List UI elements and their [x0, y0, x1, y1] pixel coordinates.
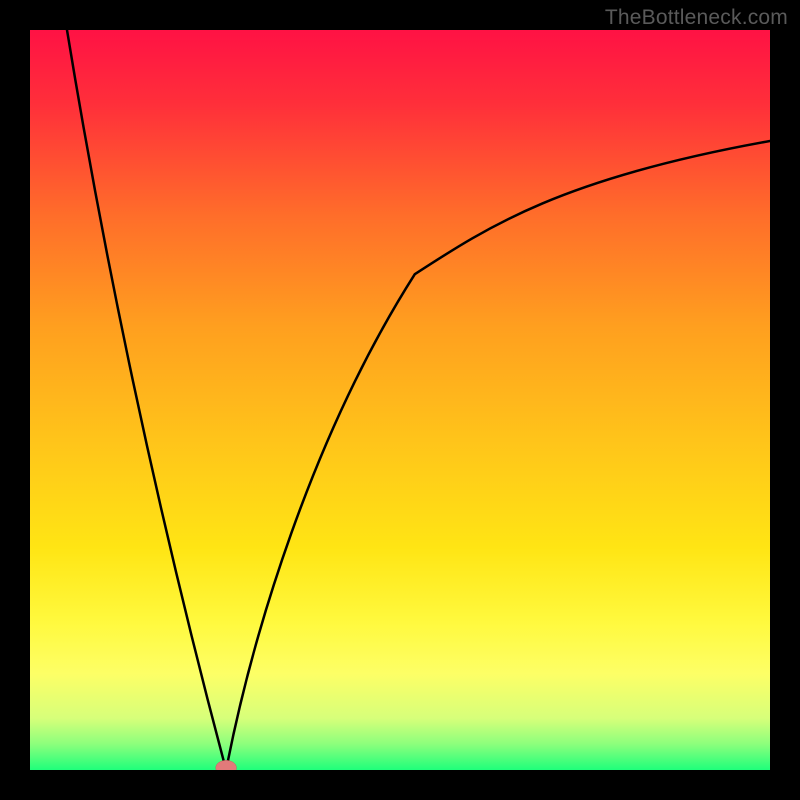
- chart-container: TheBottleneck.com: [0, 0, 800, 800]
- bottleneck-chart: [0, 0, 800, 800]
- plot-background: [30, 30, 770, 770]
- watermark-text: TheBottleneck.com: [605, 6, 788, 30]
